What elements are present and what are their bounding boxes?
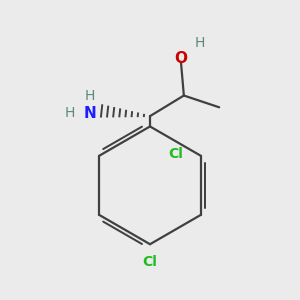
Text: O: O xyxy=(174,51,188,66)
Text: H: H xyxy=(194,35,205,50)
Text: Cl: Cl xyxy=(142,255,158,269)
Text: Cl: Cl xyxy=(169,147,183,161)
Text: N: N xyxy=(83,106,96,121)
Text: H: H xyxy=(65,106,75,120)
Text: H: H xyxy=(85,88,95,103)
